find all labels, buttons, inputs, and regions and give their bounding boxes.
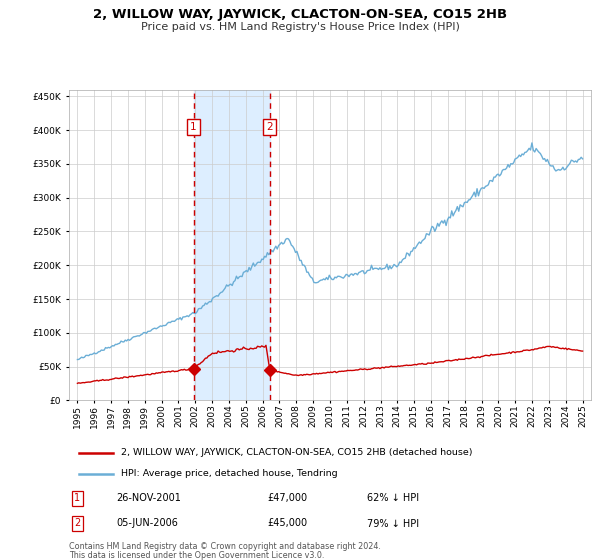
- Text: £47,000: £47,000: [268, 493, 307, 503]
- Text: This data is licensed under the Open Government Licence v3.0.: This data is licensed under the Open Gov…: [69, 551, 325, 560]
- Text: 1: 1: [74, 493, 80, 503]
- Text: 2: 2: [266, 122, 273, 132]
- Text: 26-NOV-2001: 26-NOV-2001: [116, 493, 181, 503]
- Text: Contains HM Land Registry data © Crown copyright and database right 2024.: Contains HM Land Registry data © Crown c…: [69, 542, 381, 551]
- Text: 05-JUN-2006: 05-JUN-2006: [116, 519, 178, 529]
- Text: 79% ↓ HPI: 79% ↓ HPI: [367, 519, 419, 529]
- Text: HPI: Average price, detached house, Tendring: HPI: Average price, detached house, Tend…: [121, 469, 338, 478]
- Text: 2, WILLOW WAY, JAYWICK, CLACTON-ON-SEA, CO15 2HB: 2, WILLOW WAY, JAYWICK, CLACTON-ON-SEA, …: [93, 8, 507, 21]
- Text: Price paid vs. HM Land Registry's House Price Index (HPI): Price paid vs. HM Land Registry's House …: [140, 22, 460, 32]
- Text: £45,000: £45,000: [268, 519, 307, 529]
- Text: 2: 2: [74, 519, 80, 529]
- Text: 2, WILLOW WAY, JAYWICK, CLACTON-ON-SEA, CO15 2HB (detached house): 2, WILLOW WAY, JAYWICK, CLACTON-ON-SEA, …: [121, 449, 473, 458]
- Text: 1: 1: [190, 122, 197, 132]
- Bar: [194, 90, 270, 400]
- Text: 62% ↓ HPI: 62% ↓ HPI: [367, 493, 419, 503]
